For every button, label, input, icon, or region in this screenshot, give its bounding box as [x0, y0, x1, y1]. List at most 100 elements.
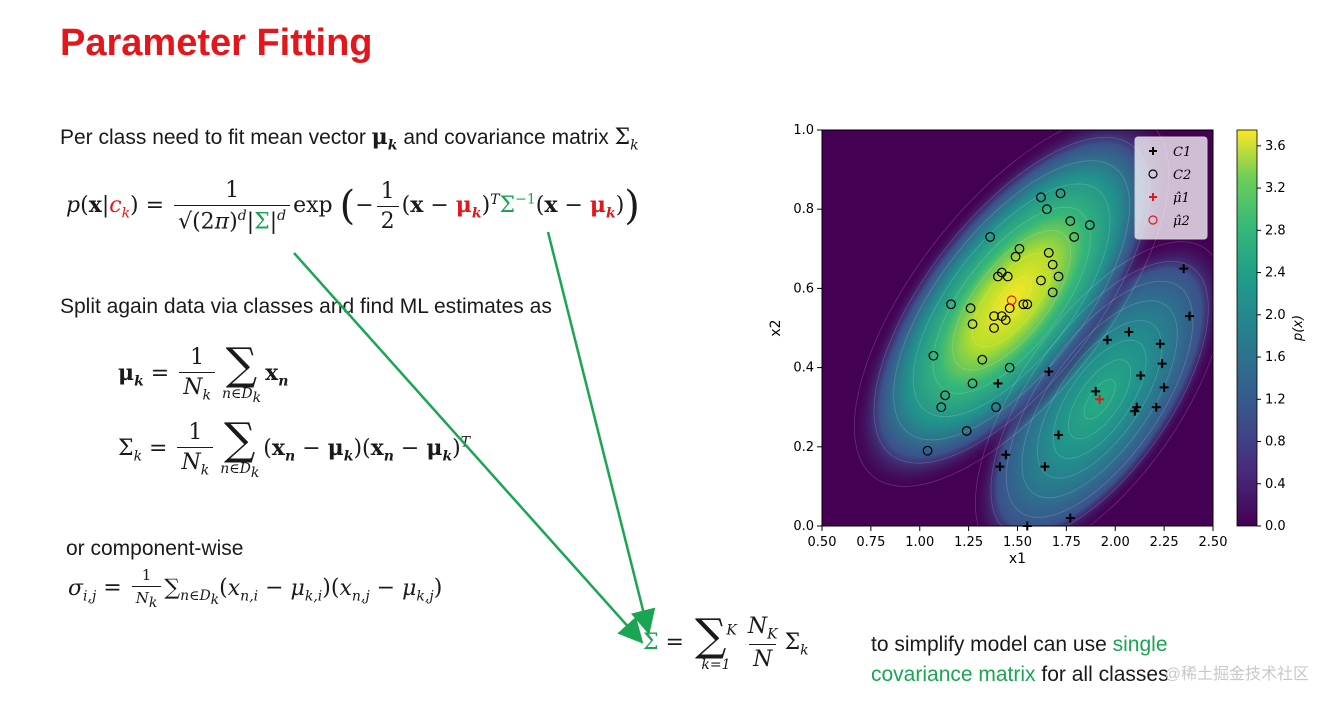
point-C2 — [1043, 247, 1054, 258]
point-C1 — [1157, 359, 1167, 369]
mean-estimate-formula: μk = 1 Nk ∑ n∈Dk xn — [118, 339, 289, 406]
legend-box — [1134, 136, 1208, 240]
simplify-highlight-1: single — [1112, 633, 1168, 656]
point-C2 — [1018, 299, 1029, 310]
colorbar-label: p(x) — [1291, 315, 1306, 342]
point-C2 — [989, 323, 999, 333]
legend-label: C1 — [1173, 145, 1191, 160]
point-C2 — [967, 319, 978, 329]
x-tick-label: 1.75 — [1052, 535, 1081, 550]
simplify-highlight-2: covariance matrix — [871, 663, 1036, 686]
point-C2 — [961, 426, 972, 436]
contour-line — [1083, 379, 1116, 420]
contour-line — [1006, 280, 1194, 518]
colorbar-tick-label: 3.6 — [1265, 139, 1286, 154]
point-C1 — [1179, 264, 1189, 274]
legend-marker — [1149, 193, 1157, 201]
y-tick-label: 1.0 — [793, 123, 814, 138]
point-C1 — [1102, 335, 1112, 345]
component-wise-text: or component-wise — [66, 537, 244, 560]
legend-marker — [1148, 215, 1158, 225]
point-C1 — [1022, 521, 1032, 531]
component-wise-formula: σi,j = 1 Nk ∑n∈Dk(xn,i − μk,i)(xn,j − μk,j… — [68, 566, 443, 611]
x-tick-label: 0.75 — [856, 535, 885, 550]
y-axis-label: x2 — [768, 319, 784, 336]
x-tick-label: 1.50 — [1003, 535, 1032, 550]
shared-covariance-formula: Σ = ∑K k=1 NK N Σk — [643, 610, 809, 674]
density-blob-class2 — [851, 130, 1172, 491]
watermark: @稀土掘金技术社区 — [1164, 666, 1309, 683]
y-tick-label: 0.0 — [793, 519, 814, 534]
x-tick-label: 2.25 — [1150, 535, 1179, 550]
contour-line — [912, 183, 1111, 418]
point-μ̂2 — [1006, 295, 1017, 306]
point-C2 — [928, 350, 939, 361]
point-C1 — [1044, 367, 1054, 377]
intro-sentence: Per class need to fit mean vector μk and… — [60, 124, 639, 153]
point-C2 — [1014, 243, 1025, 254]
contour-line — [932, 206, 1091, 394]
point-C1 — [1065, 513, 1075, 523]
point-C2 — [1047, 287, 1058, 298]
simplify-note: to simplify model can use single covaria… — [871, 630, 1169, 690]
point-C1 — [1155, 339, 1165, 349]
simplify-suffix: for all classes — [1041, 663, 1169, 686]
colorbar-tick-label: 2.8 — [1265, 223, 1286, 238]
point-C2 — [1047, 259, 1058, 270]
point-C1 — [993, 378, 1003, 388]
point-C2 — [967, 378, 978, 389]
colorbar-gradient — [1236, 129, 1258, 527]
point-C2 — [965, 303, 976, 314]
colorbar: 0.0 0.4 0.8 1.2 1.6 2.0 2.4 2.8 3.2 3.6 — [1236, 129, 1286, 534]
point-C1 — [995, 462, 1005, 472]
point-C1 — [1091, 386, 1101, 396]
intro-and-text: and covariance matrix — [403, 126, 609, 149]
contour-line — [952, 230, 1072, 371]
density-chart: 0.50 0.75 1.00 1.25 1.50 1.75 2.00 2.25 2.50 0.0… — [768, 123, 1306, 567]
y-tick-label: 0.6 — [793, 281, 814, 296]
y-tick-label: 0.2 — [793, 440, 814, 455]
point-C1 — [1040, 462, 1050, 472]
point-C1 — [1001, 450, 1011, 460]
point-C1 — [1124, 327, 1134, 337]
point-C1 — [1159, 382, 1169, 392]
point-C1 — [1054, 430, 1064, 440]
contour-line — [1021, 300, 1178, 499]
colorbar-tick-label: 0.8 — [1265, 435, 1286, 450]
point-C2 — [993, 271, 1003, 282]
point-μ̂1 — [1095, 394, 1105, 404]
y-tick-label: 0.4 — [793, 361, 814, 376]
x-tick-label: 2.00 — [1101, 535, 1130, 550]
point-C1 — [1136, 371, 1146, 381]
y-tick-label: 0.8 — [793, 202, 814, 217]
x-tick-label: 0.50 — [808, 535, 837, 550]
contour-line — [1068, 359, 1132, 440]
point-C2 — [991, 402, 1001, 413]
simplify-prefix: to simplify model can use — [871, 633, 1107, 656]
contour-line — [873, 137, 1150, 464]
point-C2 — [1036, 275, 1046, 286]
point-C2 — [1022, 299, 1033, 310]
legend-label: μ̂1 — [1173, 191, 1190, 206]
point-C2 — [1055, 188, 1066, 199]
colorbar-tick-label: 1.6 — [1265, 350, 1286, 365]
point-C1 — [1185, 311, 1195, 321]
colorbar-tick-label: 2.0 — [1265, 308, 1286, 323]
point-C2 — [1084, 220, 1095, 230]
contour-line — [1037, 320, 1163, 479]
contour-line — [990, 261, 1209, 526]
point-C2 — [985, 232, 996, 242]
point-C2 — [989, 311, 999, 322]
intro-text: Per class need to fit mean vector — [60, 126, 366, 149]
x-tick-label: 1.00 — [905, 535, 934, 550]
colorbar-tick-label: 0.4 — [1265, 477, 1286, 492]
gaussian-formula: p(x|ck) = 1 √(2π)d|Σ|d exp (− 1 2 (x − μk)TΣ−… — [66, 178, 640, 235]
point-C2 — [1065, 216, 1076, 226]
point-C1 — [1132, 402, 1142, 412]
legend-label: C2 — [1173, 168, 1191, 183]
sigma-symbol: Σk — [614, 125, 639, 154]
point-C1 — [1151, 402, 1161, 412]
point-C2 — [940, 390, 951, 401]
scatter-points — [922, 188, 1195, 531]
